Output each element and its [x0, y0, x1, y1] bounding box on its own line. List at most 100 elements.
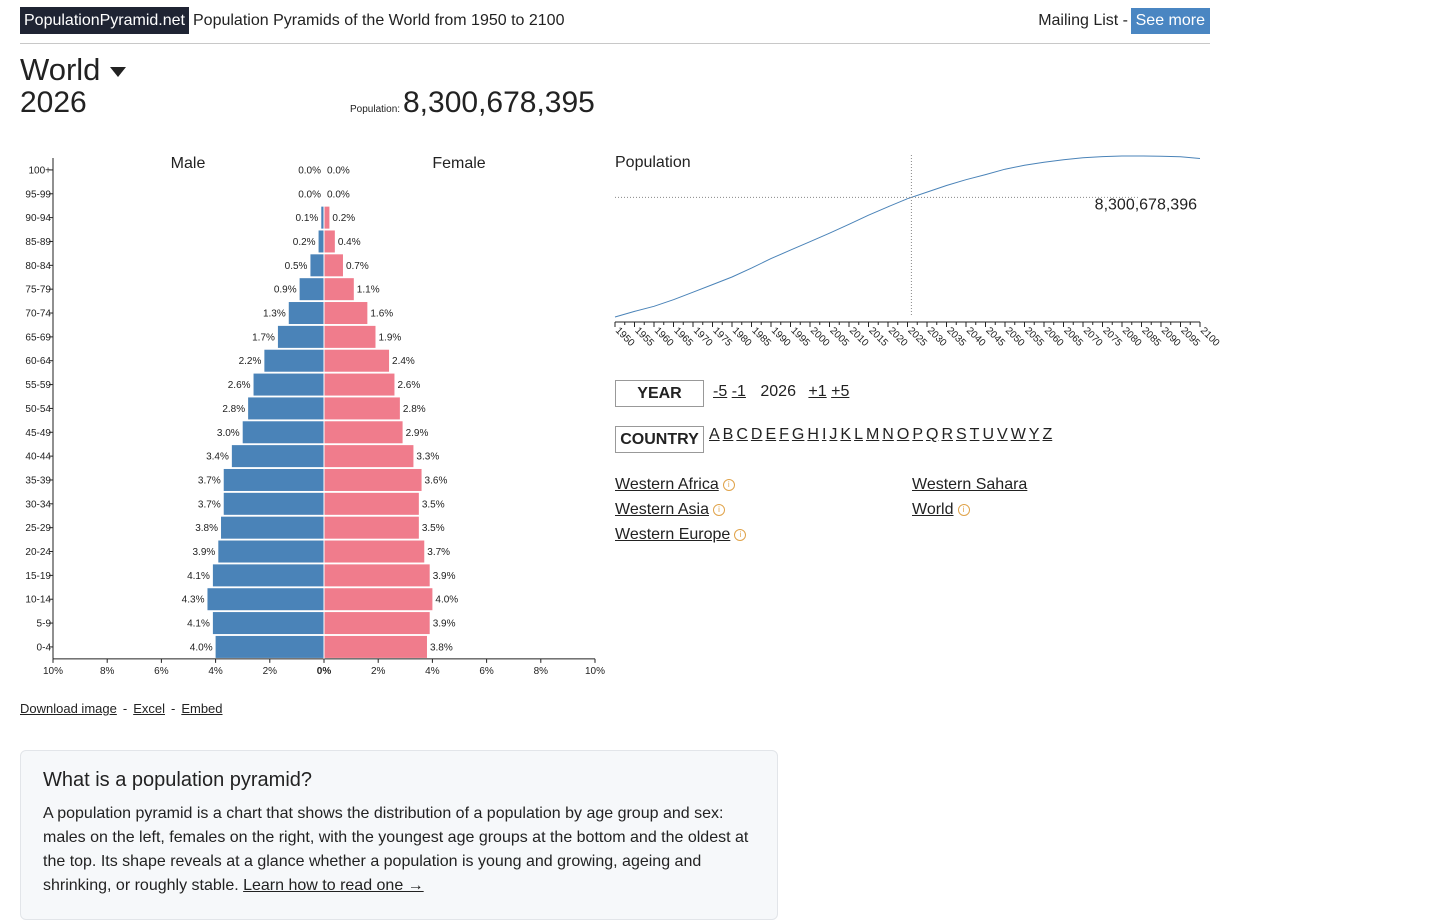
letter-link-a[interactable]: A [709, 426, 720, 443]
female-value-label: 0.0% [327, 165, 350, 176]
line-x-tick-label: 1970 [691, 325, 715, 349]
mailing-list-link[interactable]: Mailing List - [1038, 12, 1128, 29]
country-link[interactable]: World [912, 501, 954, 518]
place-selector[interactable]: World [20, 52, 127, 88]
female-bar [324, 612, 430, 635]
see-more-button[interactable]: See more [1130, 8, 1210, 34]
line-chart-title: Population [615, 154, 691, 171]
male-value-label: 0.1% [295, 213, 318, 224]
male-bar [310, 254, 324, 277]
info-icon[interactable]: i [712, 503, 725, 516]
country-link[interactable]: Western Europe [615, 526, 731, 543]
info-icon[interactable]: i [957, 503, 970, 516]
letter-link-m[interactable]: M [865, 426, 880, 443]
country-link[interactable]: Western Sahara [912, 476, 1028, 493]
letter-link-j[interactable]: J [829, 426, 838, 443]
x-tick-label: 10% [585, 666, 605, 677]
age-group-label: 40-44 [25, 452, 51, 463]
line-x-tick-label: 2025 [905, 325, 929, 349]
letter-link-b[interactable]: B [722, 426, 734, 443]
letter-link-y[interactable]: Y [1028, 426, 1040, 443]
info-icon[interactable]: i [734, 528, 747, 541]
female-value-label: 3.3% [416, 452, 439, 463]
population-pyramid-chart: Male Female 100+ 0.0% 0.0% 95-99 0.0% 0.0% 90-94… [25, 155, 605, 677]
male-bar [223, 492, 324, 515]
male-value-label: 4.1% [187, 619, 210, 630]
letter-link-n[interactable]: N [882, 426, 894, 443]
female-value-label: 2.4% [392, 356, 415, 367]
learn-more-link[interactable]: Learn how to read one → [243, 877, 424, 894]
letter-link-q[interactable]: Q [925, 426, 939, 443]
selected-year: 2026 [20, 86, 87, 119]
line-x-tick-label: 1950 [613, 325, 637, 349]
brand-logo-link[interactable]: PopulationPyramid.net [20, 7, 189, 34]
line-x-tick-label: 2075 [1100, 325, 1124, 349]
letter-link-k[interactable]: K [840, 426, 852, 443]
country-list-left: Western Africa i Western Asia i Western Euro… [615, 472, 747, 547]
female-bar [324, 468, 422, 491]
letter-link-p[interactable]: P [912, 426, 923, 443]
female-bar [324, 254, 343, 277]
male-value-label: 3.9% [193, 547, 216, 558]
letter-link-s[interactable]: S [956, 426, 967, 443]
male-value-label: 0.5% [285, 261, 308, 272]
age-group-label: 95-99 [25, 189, 51, 200]
letter-link-z[interactable]: Z [1042, 426, 1053, 443]
line-x-tick-label: 1955 [632, 325, 656, 349]
site-tagline: Population Pyramids of the World from 19… [193, 12, 565, 29]
embed-link[interactable]: Embed [181, 701, 223, 716]
letter-link-h[interactable]: H [807, 426, 819, 443]
excel-link[interactable]: Excel [133, 701, 165, 716]
letter-link-r[interactable]: R [941, 426, 953, 443]
current-year: 2026 [760, 383, 796, 400]
x-tick-label: 2% [371, 666, 386, 677]
line-x-tick-label: 1960 [652, 325, 676, 349]
year-minus-1-link[interactable]: -1 [731, 383, 746, 400]
female-bar [324, 588, 433, 611]
male-bar [242, 421, 324, 444]
country-link[interactable]: Western Africa [615, 476, 719, 493]
line-x-tick-label: 2065 [1061, 325, 1085, 349]
line-x-tick-label: 2020 [886, 325, 910, 349]
letter-link-e[interactable]: E [765, 426, 777, 443]
age-group-label: 15-19 [25, 571, 51, 582]
x-tick-label: 6% [154, 666, 169, 677]
letter-link-c[interactable]: C [736, 426, 748, 443]
info-icon[interactable]: i [722, 478, 735, 491]
download-image-link[interactable]: Download image [20, 701, 117, 716]
female-bar [324, 349, 390, 372]
letter-link-g[interactable]: G [791, 426, 805, 443]
line-x-tick-label: 2045 [983, 325, 1007, 349]
male-bar [318, 230, 324, 253]
top-bar: PopulationPyramid.net Population Pyramid… [20, 7, 1210, 44]
letter-link-v[interactable]: V [997, 426, 1008, 443]
female-value-label: 2.9% [406, 428, 429, 439]
female-value-label: 1.9% [378, 332, 401, 343]
letter-link-f[interactable]: F [779, 426, 789, 443]
age-group-label: 30-34 [25, 499, 51, 510]
letter-link-o[interactable]: O [896, 426, 910, 443]
female-bar [324, 230, 335, 253]
year-plus-5-link[interactable]: +5 [831, 383, 850, 400]
male-value-label: 0.0% [298, 189, 321, 200]
age-group-label: 65-69 [25, 332, 51, 343]
letter-link-u[interactable]: U [982, 426, 995, 443]
letter-link-l[interactable]: L [854, 426, 863, 443]
age-group-label: 45-49 [25, 428, 51, 439]
letter-link-d[interactable]: D [750, 426, 763, 443]
line-x-tick-label: 1975 [710, 325, 734, 349]
male-bar [218, 540, 324, 563]
letter-link-i[interactable]: I [821, 426, 827, 443]
x-tick-label: 2% [263, 666, 278, 677]
line-x-tick-label: 2060 [1042, 325, 1066, 349]
country-link[interactable]: Western Asia [615, 501, 709, 518]
age-group-label: 35-39 [25, 475, 51, 486]
year-minus-5-link[interactable]: -5 [713, 383, 728, 400]
male-bar [221, 516, 324, 539]
line-x-tick-label: 2050 [1003, 325, 1027, 349]
country-list-item: Western Asia i [615, 497, 746, 522]
letter-link-t[interactable]: T [969, 426, 980, 443]
letter-link-w[interactable]: W [1010, 426, 1026, 443]
female-value-label: 2.6% [397, 380, 420, 391]
year-plus-1-link[interactable]: +1 [808, 383, 827, 400]
